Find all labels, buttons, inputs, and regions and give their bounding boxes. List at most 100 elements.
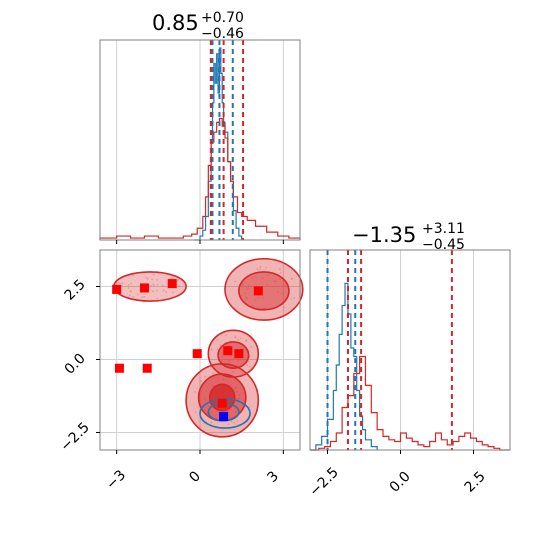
x-tick-label: −2.5 <box>306 464 341 499</box>
sample-point <box>216 339 219 342</box>
sample-point <box>279 271 282 274</box>
sample-point <box>254 299 257 302</box>
sample-point <box>172 277 174 279</box>
sample-point <box>146 277 149 280</box>
sample-point <box>121 285 123 288</box>
sample-point <box>194 411 197 414</box>
sample-point <box>141 296 144 298</box>
x-tick-label: 3 <box>264 468 282 486</box>
sample-point <box>233 421 236 424</box>
sample-point <box>156 289 158 292</box>
sample-point <box>225 334 228 337</box>
y-tick-label: −2.5 <box>57 419 92 454</box>
sample-point <box>264 307 267 310</box>
sample-point <box>210 348 213 351</box>
sample-point <box>165 291 168 293</box>
marker-red <box>223 346 233 356</box>
panel-hist-param0 <box>99 39 301 244</box>
sample-point <box>136 293 139 296</box>
title-param0-value: 0.85 <box>152 11 199 35</box>
sample-point <box>119 282 121 285</box>
sample-point <box>156 297 159 300</box>
x-tick-label: 0 <box>186 468 204 486</box>
marker-blue <box>219 411 229 421</box>
sample-point <box>259 265 262 268</box>
sample-point <box>143 295 146 298</box>
contour-red <box>224 257 304 321</box>
sample-point <box>178 284 180 287</box>
title-param1-upper: +3.11 <box>422 221 465 237</box>
marker-red <box>192 349 202 359</box>
sample-point <box>144 276 147 279</box>
title-param1-value: −1.35 <box>352 223 416 247</box>
sample-point <box>129 294 131 297</box>
sample-point <box>171 291 174 294</box>
sample-point <box>152 273 155 276</box>
sample-point <box>121 282 124 285</box>
sample-point <box>293 297 296 299</box>
title-param0-lower: −0.46 <box>201 26 244 42</box>
sample-point <box>241 294 244 297</box>
sample-point <box>237 338 240 341</box>
sample-point <box>251 277 254 280</box>
sample-point <box>259 268 262 271</box>
sample-point <box>152 290 155 293</box>
sample-point <box>275 280 278 283</box>
x-tick-label: 2.5 <box>462 469 489 496</box>
histogram-blue <box>194 47 243 241</box>
sample-point <box>129 290 132 293</box>
sample-point <box>291 277 293 280</box>
sample-point <box>234 335 237 338</box>
sample-point <box>262 296 265 299</box>
sample-point <box>132 274 135 277</box>
sample-point <box>236 420 239 422</box>
sample-point <box>256 268 259 271</box>
sample-point <box>244 292 247 295</box>
sample-point <box>248 365 251 368</box>
sample-point <box>232 370 235 373</box>
sample-point <box>250 346 252 349</box>
histogram-red <box>99 117 301 240</box>
sample-point <box>162 289 165 292</box>
sample-point <box>247 360 250 363</box>
sample-point <box>227 423 230 426</box>
sample-point <box>239 337 242 340</box>
sample-point <box>279 277 281 280</box>
sample-point <box>234 280 237 283</box>
sample-point <box>246 297 248 300</box>
sample-point <box>149 285 152 288</box>
panel-2d-param0-param1 <box>96 249 304 454</box>
sample-point <box>276 291 279 294</box>
sample-point <box>210 421 213 424</box>
sample-point <box>219 344 222 347</box>
sample-point <box>156 278 159 281</box>
marker-red <box>217 398 227 408</box>
sample-point <box>127 287 130 289</box>
sample-point <box>283 284 286 286</box>
sample-point <box>241 283 244 286</box>
sample-point <box>246 364 249 367</box>
marker-red <box>234 349 244 359</box>
sample-point <box>290 298 293 300</box>
sample-point <box>151 278 154 281</box>
x-tick-label: −3 <box>103 467 129 493</box>
sample-point <box>245 339 247 342</box>
title-param1-lower: −0.45 <box>422 237 465 253</box>
sample-point <box>278 268 281 270</box>
sample-point <box>234 336 237 339</box>
sample-point <box>283 306 286 309</box>
sample-point <box>176 279 179 282</box>
marker-red <box>167 279 177 289</box>
sample-point <box>266 283 269 286</box>
title-param0: 0.85 +0.70 −0.46 <box>152 10 244 42</box>
sample-point <box>247 286 249 289</box>
sample-point <box>152 283 155 286</box>
sample-point <box>132 295 135 298</box>
sample-point <box>249 406 251 408</box>
sample-point <box>130 282 132 285</box>
sample-point <box>153 284 156 287</box>
sample-point <box>246 288 249 291</box>
histogram-red <box>310 355 510 451</box>
marker-red <box>139 283 149 293</box>
sample-point <box>204 375 206 378</box>
